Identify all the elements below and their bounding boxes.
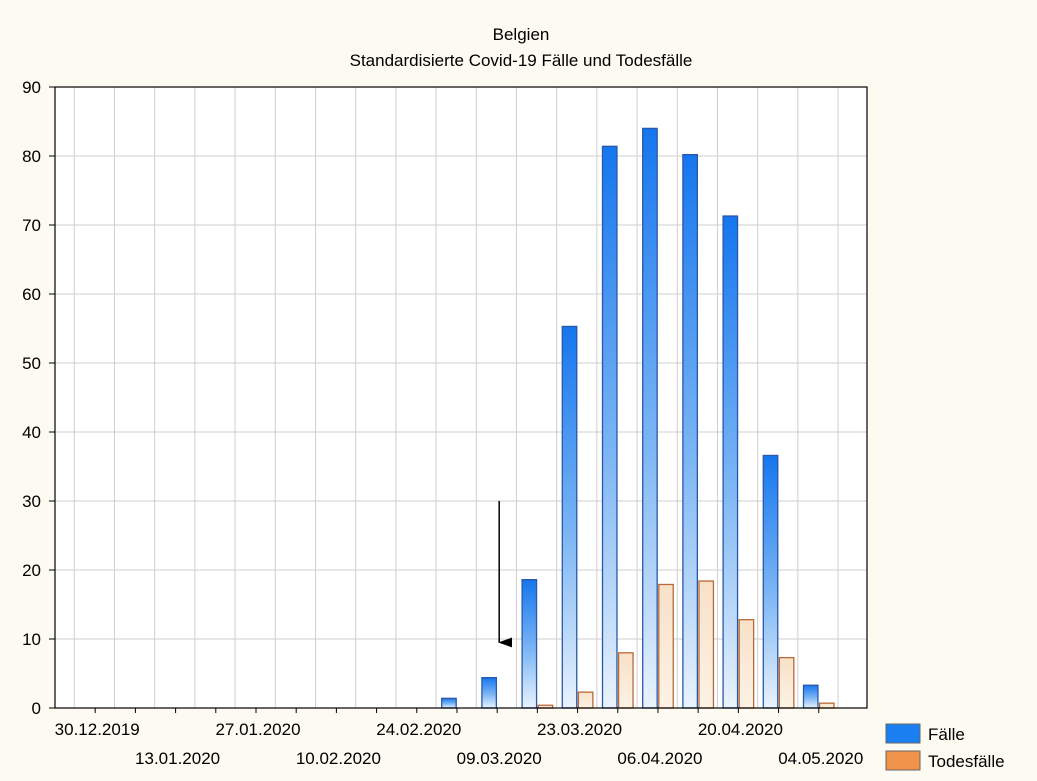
x-tick-label: 06.04.2020 bbox=[617, 749, 702, 768]
bar-faelle-9 bbox=[441, 697, 457, 709]
x-axis: 30.12.2019 27.01.2020 24.02.2020 23.03.2020… bbox=[55, 708, 863, 768]
bar-faelle-13 bbox=[601, 145, 618, 709]
x-tick-label: 30.12.2019 bbox=[55, 720, 140, 739]
legend-label: Fälle bbox=[928, 725, 965, 744]
y-tick-label: 20 bbox=[22, 561, 41, 580]
bar-faelle-12 bbox=[561, 325, 578, 709]
y-tick-label: 80 bbox=[22, 147, 41, 166]
bar-todesfaelle-17 bbox=[778, 656, 795, 709]
chart-subtitle: Standardisierte Covid-19 Fälle und Todes… bbox=[350, 51, 693, 70]
plot-frame bbox=[54, 86, 868, 709]
y-tick-label: 30 bbox=[22, 492, 41, 511]
x-tick-label: 04.05.2020 bbox=[778, 749, 863, 768]
x-tick-label: 24.02.2020 bbox=[376, 720, 461, 739]
bar-todesfaelle-12 bbox=[577, 691, 594, 709]
bar-faelle-14 bbox=[642, 127, 658, 709]
chart-title: Belgien bbox=[493, 25, 550, 44]
x-tick-label: 10.02.2020 bbox=[296, 749, 381, 768]
legend-swatch-todesfaelle bbox=[885, 750, 921, 771]
y-axis: 0 10 20 30 40 50 60 70 80 90 bbox=[22, 78, 55, 718]
bar-todesfaelle-14 bbox=[658, 583, 674, 709]
x-tick-label: 20.04.2020 bbox=[698, 720, 783, 739]
bar-faelle-18 bbox=[802, 684, 819, 709]
bar-todesfaelle-13 bbox=[617, 652, 634, 709]
bar-todesfaelle-18 bbox=[818, 702, 835, 709]
bar-faelle-11 bbox=[521, 579, 538, 709]
bar-faelle-16 bbox=[722, 215, 739, 709]
bar-todesfaelle-15 bbox=[698, 580, 715, 709]
legend-label: Todesfälle bbox=[928, 752, 1005, 771]
legend-swatch-faelle bbox=[885, 723, 921, 744]
y-tick-label: 10 bbox=[22, 630, 41, 649]
y-tick-label: 50 bbox=[22, 354, 41, 373]
legend: Fälle Todesfälle bbox=[885, 723, 1005, 771]
y-tick-label: 60 bbox=[22, 285, 41, 304]
x-tick-label: 09.03.2020 bbox=[457, 749, 542, 768]
bars bbox=[441, 127, 835, 709]
plot-area bbox=[55, 87, 867, 708]
y-tick-label: 0 bbox=[32, 699, 41, 718]
bar-todesfaelle-16 bbox=[738, 619, 755, 709]
y-tick-label: 40 bbox=[22, 423, 41, 442]
y-tick-label: 70 bbox=[22, 216, 41, 235]
bar-faelle-10 bbox=[481, 676, 498, 709]
x-tick-label: 23.03.2020 bbox=[537, 720, 622, 739]
grid-lines bbox=[55, 86, 867, 709]
y-tick-label: 90 bbox=[22, 78, 41, 97]
bar-faelle-15 bbox=[682, 153, 699, 709]
x-tick-label: 27.01.2020 bbox=[215, 720, 300, 739]
x-tick-label: 13.01.2020 bbox=[135, 749, 220, 768]
bar-faelle-17 bbox=[762, 454, 779, 709]
